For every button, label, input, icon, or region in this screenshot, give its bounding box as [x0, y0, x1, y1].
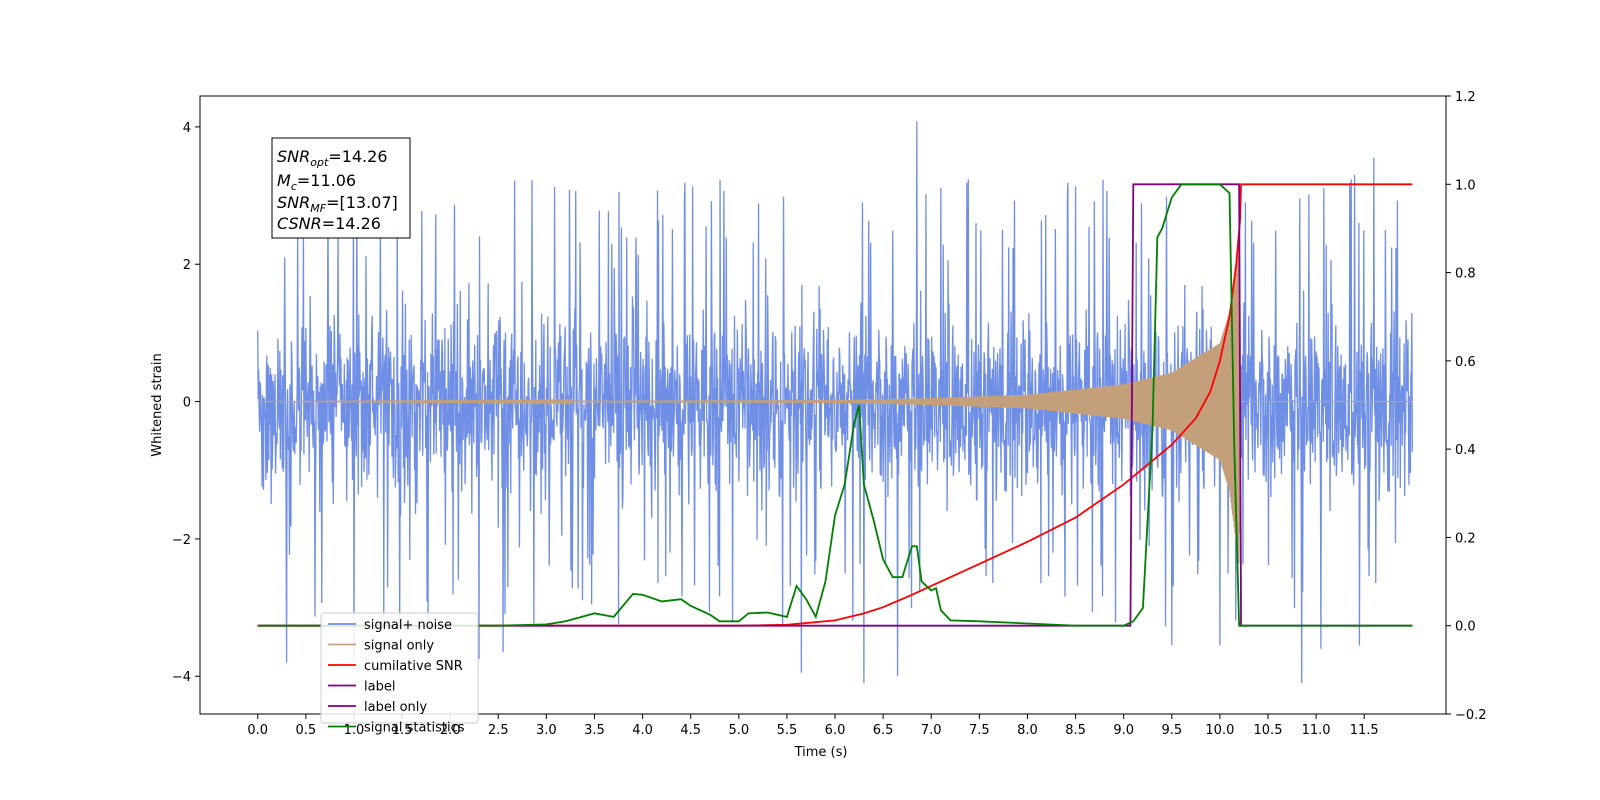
y2-tick-label: 0.2 — [1455, 531, 1476, 546]
legend-label: signal+ noise — [364, 618, 452, 633]
x-tick-label: 6.5 — [873, 723, 894, 738]
annotation-snr-mf: SNRMF=[13.07] — [277, 193, 398, 215]
annotation-frame — [271, 137, 411, 239]
y-tick-label: −4 — [172, 670, 191, 685]
x-tick-label: 11.5 — [1350, 723, 1379, 738]
x-tick-label: 6.0 — [825, 723, 846, 738]
annotation-csnr: CSNR=14.26 — [277, 214, 381, 233]
y2-tick-label: 0.6 — [1455, 355, 1476, 370]
x-tick-label: 3.5 — [584, 723, 605, 738]
y2-tick-label: −0.2 — [1455, 708, 1487, 723]
annotation-box: SNRopt=14.26 Mc=11.06 SNRMF=[13.07] CSNR… — [271, 137, 411, 239]
y-axis-right: 1.2 1.0 0.8 0.6 0.4 0.2 0.0 −0.2 — [1446, 90, 1487, 723]
x-axis: 0.0 0.5 1.0 1.5 2.0 2.5 3.0 3.5 4.0 4.5 5.0 5.5 6.0 6… — [247, 714, 1379, 738]
legend-label: label only — [364, 700, 427, 715]
x-axis-label: Time (s) — [794, 745, 848, 760]
legend-label: signal only — [364, 639, 434, 654]
x-tick-label: 1.5 — [392, 723, 413, 738]
x-tick-label: 5.0 — [728, 723, 749, 738]
y-tick-label: 2 — [183, 258, 191, 273]
series-line-signal-only — [257, 236, 1413, 564]
series-line-cumilative-snr — [257, 183, 1413, 627]
plot-frame — [199, 95, 1447, 715]
x-tick-label: 10.5 — [1254, 723, 1283, 738]
legend: signal+ noise signal only cumilative SNR la… — [320, 612, 479, 736]
x-tick-label: 0.0 — [247, 723, 268, 738]
series-line-signal-statistics — [257, 183, 1413, 627]
y2-tick-label: 1.0 — [1455, 178, 1476, 193]
y-tick-label: 4 — [183, 121, 191, 136]
x-tick-label: 2.5 — [488, 723, 509, 738]
annotation-snr-opt: SNRopt=14.26 — [277, 147, 388, 169]
x-tick-label: 8.0 — [1017, 723, 1038, 738]
x-tick-label: 9.0 — [1113, 723, 1134, 738]
y-tick-label: −2 — [172, 533, 191, 548]
x-tick-label: 0.5 — [295, 723, 316, 738]
y-tick-label: 0 — [183, 396, 191, 411]
legend-label: label — [364, 680, 395, 695]
legend-label: signal statistics — [364, 721, 465, 736]
y2-tick-label: 0.0 — [1455, 620, 1476, 635]
y-axis-label: Whitened strain — [150, 353, 165, 456]
legend-label: cumilative SNR — [364, 659, 463, 674]
x-tick-label: 10.0 — [1205, 723, 1234, 738]
y-axis-left: 4 2 0 −2 −4 — [172, 121, 200, 685]
legend-frame — [320, 612, 479, 724]
x-tick-label: 5.5 — [777, 723, 798, 738]
x-tick-label: 4.5 — [680, 723, 701, 738]
x-tick-label: 7.0 — [921, 723, 942, 738]
y2-tick-label: 0.8 — [1455, 267, 1476, 282]
annotation-mc: Mc=11.06 — [277, 171, 356, 193]
x-tick-label: 11.0 — [1302, 723, 1331, 738]
y2-tick-label: 0.4 — [1455, 443, 1476, 458]
x-tick-label: 4.0 — [632, 723, 653, 738]
series-layer — [257, 121, 1413, 684]
x-tick-label: 3.0 — [536, 723, 557, 738]
x-tick-label: 7.5 — [969, 723, 990, 738]
x-tick-label: 8.5 — [1065, 723, 1086, 738]
y2-tick-label: 1.2 — [1455, 90, 1476, 105]
x-tick-label: 1.0 — [344, 723, 365, 738]
x-tick-label: 2.0 — [440, 723, 461, 738]
series-line-signal-noise — [257, 121, 1413, 684]
x-tick-label: 9.5 — [1161, 723, 1182, 738]
